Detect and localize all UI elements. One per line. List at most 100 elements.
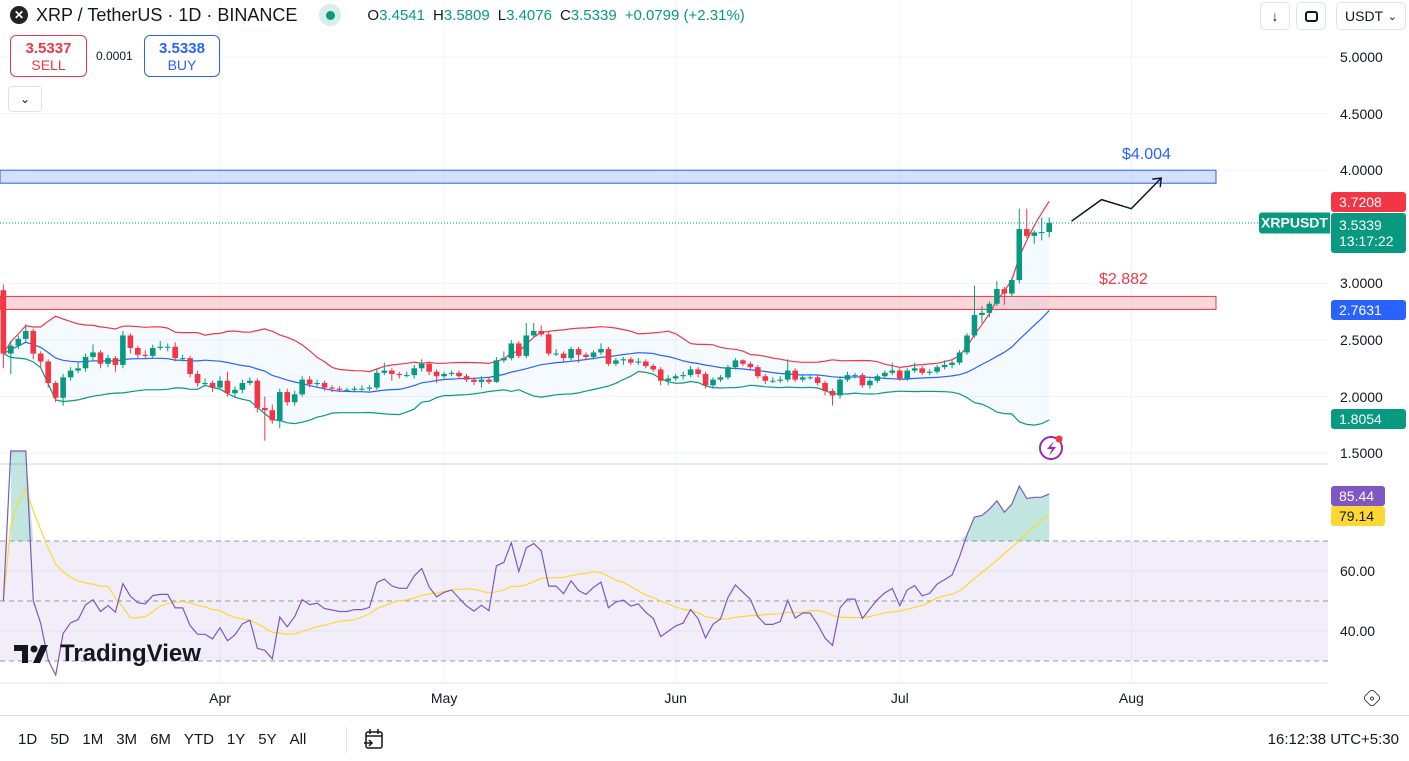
candle-body [799, 377, 806, 380]
gear-icon[interactable] [1362, 688, 1382, 708]
candle [814, 375, 821, 386]
candle-body [523, 335, 530, 356]
range-button-6m[interactable]: 6M [150, 731, 171, 748]
candle-body [127, 335, 134, 348]
lightning-bolt [1047, 441, 1056, 456]
candle-body [1038, 231, 1045, 233]
candle-body [1001, 289, 1008, 294]
candle [209, 380, 216, 393]
fullscreen-button[interactable] [1296, 2, 1326, 30]
candle-body [837, 379, 843, 396]
candle [568, 346, 574, 361]
support-zone [0, 295, 1217, 310]
candle-body [613, 360, 619, 364]
rsi-tick-label: 60.00 [1340, 563, 1376, 579]
range-button-5d[interactable]: 5D [50, 731, 70, 748]
candle [254, 378, 261, 413]
buy-button[interactable]: 3.5338 BUY [144, 35, 220, 77]
candle [896, 368, 903, 381]
candle-body [366, 387, 373, 389]
candle-body [964, 335, 970, 353]
candle-body [321, 383, 328, 388]
candle-body [471, 379, 477, 382]
candle [351, 386, 358, 393]
candle [433, 369, 440, 384]
candle-body [911, 368, 918, 371]
candle-body [82, 356, 89, 369]
candle [755, 364, 761, 379]
candle [1046, 217, 1052, 238]
candle [560, 351, 567, 362]
currency-select[interactable]: USDT ⌄ [1336, 2, 1406, 30]
clock-timezone[interactable]: 16:12:38 UTC+5:30 [1267, 731, 1399, 748]
candle-body [695, 369, 701, 374]
candle-body [112, 358, 119, 365]
candle-body [635, 361, 642, 363]
candle [1001, 286, 1008, 305]
collapse-legend-button[interactable]: ⌄ [8, 86, 42, 112]
low-value: 3.4076 [506, 6, 552, 24]
time-axis-label: May [430, 690, 458, 706]
candle [732, 358, 739, 370]
candle [919, 366, 925, 376]
candle-body [583, 354, 589, 357]
bb-basis-tag: 2.7631 [1331, 300, 1406, 321]
candle [1031, 230, 1038, 244]
candle-body [971, 315, 978, 336]
candle [650, 363, 657, 372]
rsi-background [0, 541, 1328, 661]
candle-body [642, 361, 649, 367]
sell-button[interactable]: 3.5337 SELL [10, 35, 87, 77]
candle-body [344, 389, 350, 391]
candle-body [516, 343, 522, 356]
range-button-3m[interactable]: 3M [116, 731, 138, 748]
market-open-icon[interactable] [319, 4, 342, 26]
candle-body [590, 352, 597, 357]
candle [291, 390, 298, 406]
range-button-1y[interactable]: 1Y [226, 731, 246, 748]
candle [179, 354, 186, 362]
candle-body [530, 330, 537, 336]
candle [105, 354, 111, 368]
candle-body [994, 289, 1000, 304]
candle [97, 350, 104, 369]
candle-body [389, 370, 395, 374]
candle-body [725, 367, 731, 378]
candle [276, 388, 283, 429]
candle [374, 369, 380, 390]
range-button-all[interactable]: All [289, 731, 307, 748]
candle-body [403, 375, 410, 377]
range-button-5y[interactable]: 5Y [258, 731, 277, 748]
candle-body [979, 312, 985, 316]
range-button-1d[interactable]: 1D [18, 731, 38, 748]
candle-body [217, 380, 223, 388]
range-button-1m[interactable]: 1M [82, 731, 104, 748]
range-button-ytd[interactable]: YTD [183, 731, 214, 748]
download-button[interactable]: ↓ [1260, 2, 1290, 30]
candle-body [374, 372, 380, 388]
price-chart[interactable] [0, 0, 1328, 715]
candle [702, 371, 709, 389]
candle [852, 372, 858, 379]
candle [844, 371, 851, 382]
range-buttons: 1D 5D 1M 3M 6M YTD 1Y 5Y All [18, 731, 306, 748]
candle [224, 371, 231, 397]
candle-body [75, 368, 81, 371]
candle-body [657, 369, 664, 381]
rsi-ma-line [2, 487, 1050, 636]
calendar-goto-icon[interactable] [362, 727, 386, 751]
fullscreen-icon [1304, 10, 1318, 22]
candle [762, 373, 769, 385]
candle-body [732, 360, 739, 368]
tradingview-logo[interactable]: TradingView [14, 640, 201, 668]
candle [926, 369, 933, 376]
rsi-tag: 85.44 [1331, 485, 1385, 506]
bb-upper-tag: 3.7208 [1331, 191, 1406, 212]
candle-body [1031, 232, 1038, 236]
candle [67, 367, 74, 381]
candle-body [1016, 229, 1023, 281]
candle [516, 341, 522, 359]
candle-body [680, 375, 686, 377]
symbol-title[interactable]: XRP / TetherUS · 1D · BINANCE [36, 4, 298, 25]
candle [418, 359, 425, 372]
